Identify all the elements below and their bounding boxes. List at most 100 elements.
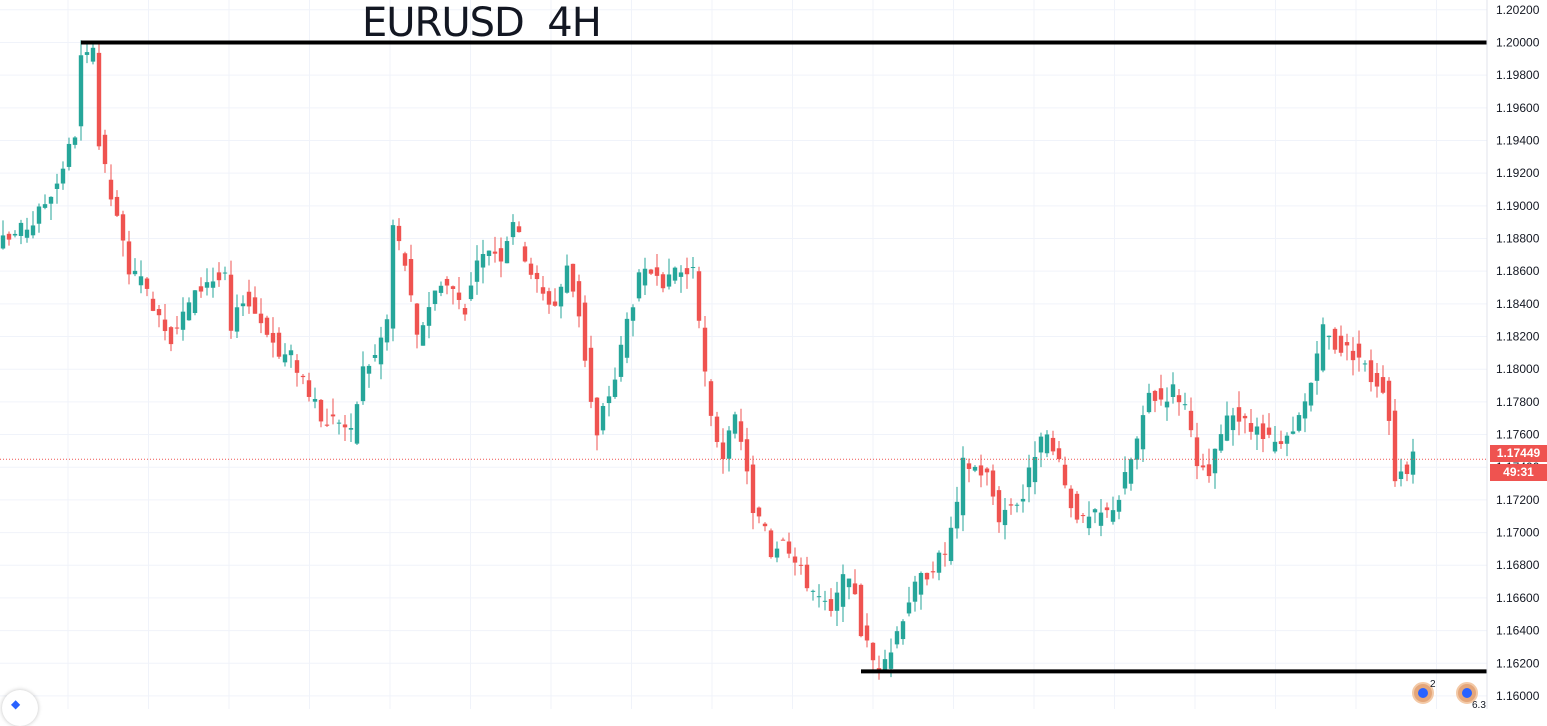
economic-event-icon-2[interactable] [1456,682,1478,704]
candle-body [696,271,702,321]
candle-body [1044,434,1050,454]
candle-body [12,233,18,236]
candle-body [18,222,24,236]
candle-body [1200,465,1206,468]
candle-body [24,229,30,238]
candle-body [204,282,210,288]
candle-body [708,381,714,416]
candle-body [1146,392,1152,413]
candle-body [426,307,432,326]
candle-body [654,267,660,276]
candle-body [1008,504,1014,506]
candle-body [30,225,36,236]
candle-body [450,286,456,289]
chart-title: EURUSD 4H [362,0,602,46]
candle-body [384,319,390,343]
candle-body [744,439,750,472]
candle-body [330,414,336,417]
candle-body [1224,415,1230,441]
candle-body [1170,384,1176,397]
candle-body [378,337,384,365]
candle-body [54,183,60,189]
candle-body [678,272,684,277]
price-tick-label: 1.16600 [1496,591,1540,605]
candle-body [1104,507,1110,511]
candle-body [6,233,12,240]
candle-body [1164,401,1170,408]
candle-body [1368,360,1374,383]
candle-body [90,47,96,62]
candle-body [1278,441,1284,445]
candle-body [282,354,288,363]
candle-body [840,574,846,607]
candle-body [162,319,168,332]
candle-body [1134,438,1140,460]
candle-body [1362,363,1368,365]
price-tick-label: 1.16000 [1496,689,1540,703]
candle-body [318,399,324,422]
candle-body [1326,335,1332,338]
candle-body [948,527,954,562]
candle-body [1074,493,1080,520]
candle-body [1152,390,1158,401]
price-tick-label: 1.18000 [1496,362,1540,376]
candle-body [1344,342,1350,346]
candle-body [228,274,234,331]
candle-body [1338,335,1344,353]
price-tick-label: 1.20200 [1496,3,1540,17]
candle-body [1002,509,1008,526]
candle-body [996,490,1002,523]
candle-body [960,457,966,516]
candle-body [114,196,120,216]
candle-body [252,297,258,314]
candle-body [834,592,840,611]
price-tick-label: 1.16800 [1496,558,1540,572]
candle-body [258,313,264,324]
candle-body [1182,404,1188,406]
candle-body [1194,437,1200,467]
economic-event-icon[interactable] [1412,682,1434,704]
candle-body [216,272,222,281]
candle-body [510,222,516,238]
candle-body [666,274,672,287]
candle-body [288,350,294,356]
candle-body [84,52,90,55]
candle-body [504,241,510,264]
candle-body [120,214,126,241]
candle-body [1254,426,1260,435]
price-tick-label: 1.18800 [1496,232,1540,246]
candle-body [876,668,882,670]
candle-body [888,652,894,669]
candle-body [342,424,348,428]
candle-body [1050,437,1056,452]
chart-corner-icon[interactable]: ◆ [2,690,38,726]
candle-body [852,583,858,595]
candle-body [636,272,642,299]
price-chart[interactable]: 1.20200 1.20000 1.19800 1.19600 1.19400 1.192… [0,0,1547,709]
candle-body [924,572,930,580]
candle-body [738,421,744,442]
candle-body [390,225,396,329]
candle-body [882,659,888,671]
candle-body [1176,395,1182,403]
candle-body [1020,498,1026,502]
candle-body [222,272,228,274]
price-tick-label: 1.18200 [1496,330,1540,344]
candle-body [72,137,78,145]
candle-body [456,292,462,300]
candle-body [306,380,312,397]
candle-body [1308,382,1314,406]
candle-body [684,268,690,275]
candle-body [984,468,990,473]
candle-body [144,278,150,289]
candle-body [612,379,618,397]
current-price-label: 1.17449 [1490,445,1547,462]
candle-body [660,274,666,289]
candle-body [1272,441,1278,452]
price-axis[interactable]: 1.20200 1.20000 1.19800 1.19600 1.19400 1.192… [1486,0,1540,709]
candle-body [972,466,978,471]
bar-countdown-label: 49:31 [1490,464,1547,481]
candle-body [1332,328,1338,350]
candle-body [1290,431,1296,434]
candle-body [312,398,318,402]
